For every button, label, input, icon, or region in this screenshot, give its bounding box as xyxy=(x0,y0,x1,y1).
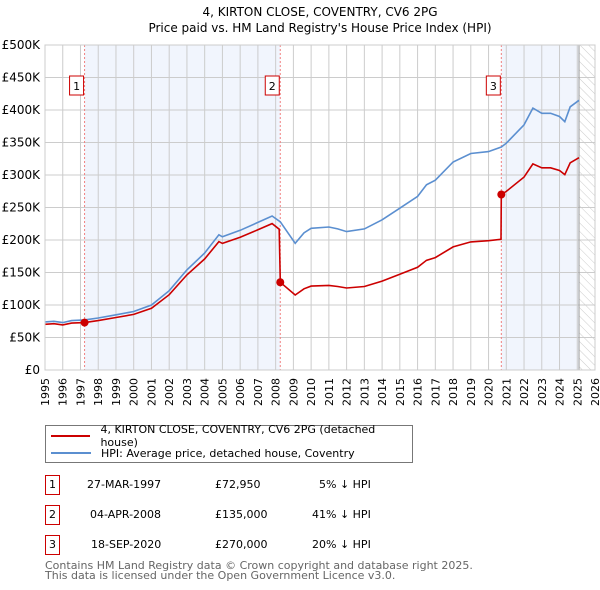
sale-date: 04-APR-2008 xyxy=(90,508,162,521)
sale-marker-badge: 3 xyxy=(45,535,60,555)
sale-row: 3 18-SEP-2020 £270,000 20% ↓ HPI xyxy=(45,535,465,555)
x-tick-label: 2009 xyxy=(287,378,300,406)
price-paid-line xyxy=(44,157,580,326)
legend-item-hpi: HPI: Average price, detached house, Cove… xyxy=(46,445,355,461)
chart-title: 4, KIRTON CLOSE, COVENTRY, CV6 2PG xyxy=(202,5,437,19)
chart-subtitle: Price paid vs. HM Land Registry's House … xyxy=(148,21,491,35)
x-tick-label: 2000 xyxy=(128,378,141,406)
x-tick-label: 2017 xyxy=(429,378,442,406)
sale-label-number: 1 xyxy=(73,80,80,93)
x-tick-label: 1996 xyxy=(57,378,70,406)
legend-label: HPI: Average price, detached house, Cove… xyxy=(101,446,355,460)
y-tick-label: £50K xyxy=(9,331,41,345)
plot-border xyxy=(44,44,596,371)
sale-label-box xyxy=(69,75,85,96)
sale-hpi-diff: 5% ↓ HPI xyxy=(319,478,371,491)
y-tick-label: £350K xyxy=(2,136,42,150)
y-tick-label: £0 xyxy=(25,363,40,377)
x-tick-label: 2024 xyxy=(554,378,567,406)
x-tick-label: 2001 xyxy=(145,378,158,406)
legend-swatch-blue xyxy=(51,452,91,454)
x-tick-label: 2021 xyxy=(500,378,513,406)
x-tick-label: 2011 xyxy=(323,378,336,406)
sale-point xyxy=(497,190,506,199)
y-tick-label: £250K xyxy=(2,201,42,215)
x-tick-label: 2020 xyxy=(483,378,496,406)
y-tick-label: £150K xyxy=(2,266,42,280)
y-tick-label: £300K xyxy=(2,168,42,182)
x-tick-label: 2006 xyxy=(234,378,247,406)
x-tick-label: 1999 xyxy=(110,378,123,406)
sale-label-number: 3 xyxy=(490,80,497,93)
x-tick-label: 1997 xyxy=(74,378,87,406)
x-tick-label: 2003 xyxy=(181,378,194,406)
sale-hpi-diff: 41% ↓ HPI xyxy=(312,508,371,521)
footer-line: This data is licensed under the Open Gov… xyxy=(45,569,396,582)
legend-swatch-red xyxy=(51,435,91,437)
sale-row: 2 04-APR-2008 £135,000 41% ↓ HPI xyxy=(45,505,465,525)
sale-point xyxy=(80,318,89,327)
x-tick-label: 2008 xyxy=(270,378,283,406)
sale-hpi-diff: 20% ↓ HPI xyxy=(312,538,371,551)
hpi-line xyxy=(44,99,580,324)
x-tick-label: 2023 xyxy=(536,378,549,406)
x-tick-label: 2019 xyxy=(465,378,478,406)
x-tick-label: 2014 xyxy=(376,378,389,406)
sale-label-number: 2 xyxy=(269,80,276,93)
sale-label-box xyxy=(264,75,280,96)
footer-line: Contains HM Land Registry data © Crown c… xyxy=(45,559,473,572)
sale-row: 1 27-MAR-1997 £72,950 5% ↓ HPI xyxy=(45,475,465,495)
sale-date: 18-SEP-2020 xyxy=(91,538,162,551)
x-tick-label: 2013 xyxy=(358,378,371,406)
y-tick-label: £100K xyxy=(2,298,42,312)
sale-price: £135,000 xyxy=(215,508,268,521)
x-tick-label: 2004 xyxy=(199,378,212,406)
y-tick-label: £400K xyxy=(2,103,42,117)
legend: 4, KIRTON CLOSE, COVENTRY, CV6 2PG (deta… xyxy=(45,423,413,463)
chart-svg: 4, KIRTON CLOSE, COVENTRY, CV6 2PG Price… xyxy=(2,5,600,406)
sale-date: 27-MAR-1997 xyxy=(87,478,162,491)
x-tick-label: 2015 xyxy=(394,378,407,406)
sale-point xyxy=(276,278,285,287)
x-tick-label: 2016 xyxy=(412,378,425,406)
x-tick-label: 1998 xyxy=(92,378,105,406)
sale-marker-badge: 2 xyxy=(45,505,60,525)
footer-attribution: Contains HM Land Registry data © Crown c… xyxy=(45,559,473,582)
x-tick-label: 2010 xyxy=(305,378,318,406)
sale-marker-badge: 1 xyxy=(45,475,60,495)
x-tick-label: 2025 xyxy=(571,378,584,406)
x-tick-label: 2005 xyxy=(216,378,229,406)
legend-label: 4, KIRTON CLOSE, COVENTRY, CV6 2PG (deta… xyxy=(100,423,376,449)
sale-label-box xyxy=(485,75,501,96)
y-tick-label: £200K xyxy=(2,233,42,247)
x-tick-label: 1995 xyxy=(39,378,52,406)
x-tick-label: 2012 xyxy=(341,378,354,406)
x-tick-label: 2018 xyxy=(447,378,460,406)
y-tick-label: £450K xyxy=(2,71,42,85)
legend-item-property: 4, KIRTON CLOSE, COVENTRY, CV6 2PG (deta… xyxy=(46,423,412,449)
x-tick-label: 2007 xyxy=(252,378,265,406)
x-tick-label: 2002 xyxy=(163,378,176,406)
y-tick-label: £500K xyxy=(2,38,42,52)
sale-price: £72,950 xyxy=(215,478,261,491)
x-tick-label: 2026 xyxy=(589,378,600,406)
x-tick-label: 2022 xyxy=(518,378,531,406)
sale-price: £270,000 xyxy=(215,538,268,551)
